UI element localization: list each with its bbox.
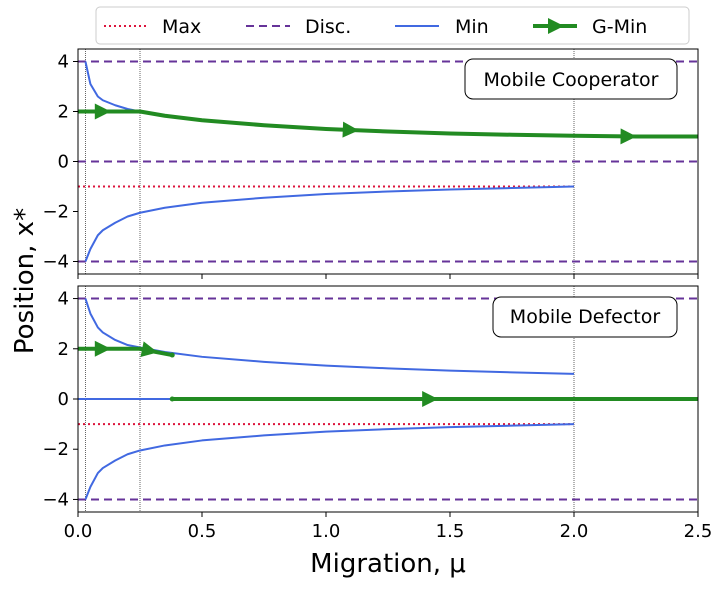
legend-frame xyxy=(95,6,690,45)
series-top-min-4 xyxy=(84,61,141,113)
ytick-label-top-4: 4 xyxy=(58,52,69,73)
annotation-bottom-box xyxy=(492,296,678,338)
annotation-top-box xyxy=(464,58,678,100)
panel-bottom-yticks: −4 −2 0 2 4 xyxy=(42,289,78,510)
ytick-label-bottom-4: 4 xyxy=(58,289,69,310)
arrow-bottom-6-1 xyxy=(140,341,158,358)
legend-entry-max: Max xyxy=(104,16,201,38)
arrow-top-6-2 xyxy=(620,128,637,145)
panel-bottom-xticks: 0.0 0.5 1.0 1.5 2.0 2.5 xyxy=(64,512,713,542)
legend-label-gmin: G-Min xyxy=(592,16,647,38)
legend-arrow-gmin xyxy=(548,18,564,34)
endpoint-bottom-6 xyxy=(169,352,175,358)
annotation-top-text: Mobile Cooperator xyxy=(484,69,659,91)
ytick-label-bottom-3: 2 xyxy=(58,339,69,360)
arrow-top-6-1 xyxy=(342,121,359,138)
series-top-min-5 xyxy=(84,185,575,262)
series-bottom-g-min-6 xyxy=(78,346,173,358)
panel-top-yticks: −4 −2 0 2 4 xyxy=(42,52,78,273)
legend-entry-min: Min xyxy=(395,16,489,38)
arrow-bottom-6-0 xyxy=(94,340,111,357)
ytick-label-bottom-2: 0 xyxy=(58,389,69,410)
legend: Max Disc. Min G-Min xyxy=(95,6,690,45)
xtick-label-4: 2.0 xyxy=(560,521,589,542)
endpoint-bottom-7 xyxy=(169,396,175,402)
xtick-label-5: 2.5 xyxy=(684,521,713,542)
xtick-label-0: 0.0 xyxy=(64,521,93,542)
ytick-label-top-0: −4 xyxy=(42,252,69,273)
xtick-label-1: 0.5 xyxy=(188,521,217,542)
panel-top: −4 −2 0 2 4 Mobile Cooperator xyxy=(42,48,699,279)
x-axis-label: Migration, μ xyxy=(310,549,466,579)
legend-entry-disc: Disc. xyxy=(246,16,351,38)
xtick-label-2: 1.0 xyxy=(312,521,341,542)
legend-label-disc: Disc. xyxy=(305,16,351,38)
series-bottom-min-5 xyxy=(84,423,575,500)
ytick-label-bottom-1: −2 xyxy=(42,439,69,460)
annotation-top: Mobile Cooperator xyxy=(464,58,678,100)
annotation-bottom: Mobile Defector xyxy=(492,296,678,338)
legend-label-min: Min xyxy=(455,16,489,38)
ytick-label-top-2: 0 xyxy=(58,152,69,173)
legend-entry-gmin: G-Min xyxy=(533,16,647,38)
ytick-label-bottom-0: −4 xyxy=(42,489,69,510)
annotation-bottom-text: Mobile Defector xyxy=(510,306,661,328)
series-top-g-min-6 xyxy=(78,109,698,139)
ytick-label-top-1: −2 xyxy=(42,202,69,223)
ytick-label-top-3: 2 xyxy=(58,102,69,123)
y-axis-label: Position, x* xyxy=(10,208,40,354)
xtick-label-3: 1.5 xyxy=(436,521,465,542)
arrow-bottom-7-0 xyxy=(422,391,439,407)
legend-label-max: Max xyxy=(162,16,201,38)
panel-bottom: −4 −2 0 2 4 0.0 0.5 1.0 1.5 2.0 2.5 Mobile Defect… xyxy=(42,285,713,542)
arrow-top-6-0 xyxy=(94,103,111,120)
